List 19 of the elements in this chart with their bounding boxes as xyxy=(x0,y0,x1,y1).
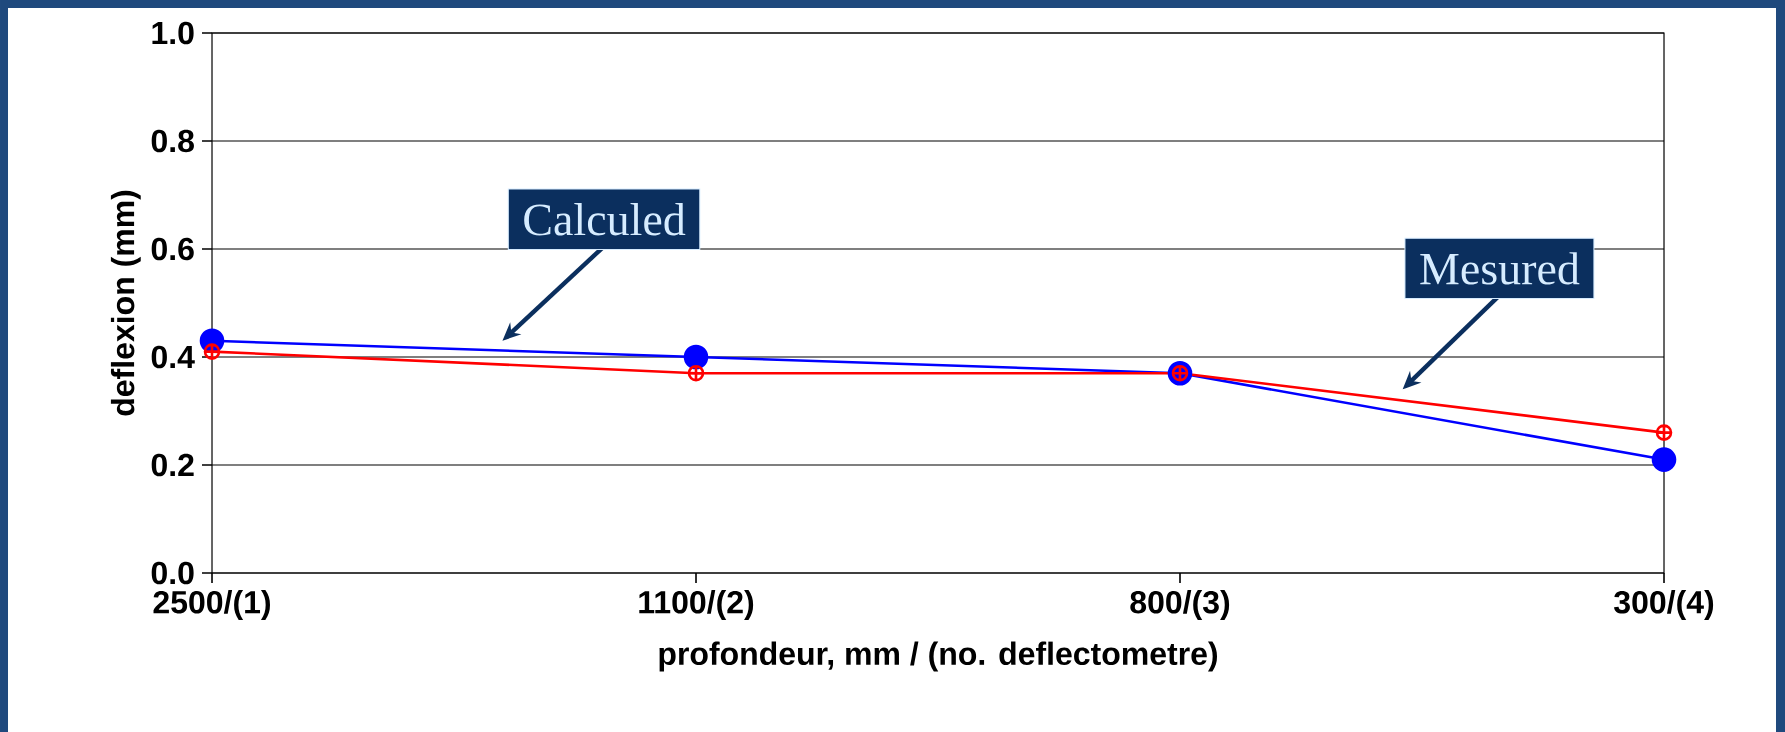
x-axis-title: profondeur, mm / (no. deflectometre) xyxy=(659,641,1218,672)
y-tick-label: 0.2 xyxy=(151,453,194,477)
x-tick-label: 300/(4) xyxy=(1614,590,1714,620)
x-tick-label: 800/(3) xyxy=(1130,590,1230,620)
point xyxy=(1655,424,1673,441)
point xyxy=(1651,447,1677,472)
x-tick-label: 2500/(1) xyxy=(153,590,270,620)
text: Calculed xyxy=(524,203,686,236)
y-axis-title: deflexion (mm) xyxy=(110,190,141,416)
y-tick-label: 0.6 xyxy=(151,237,194,261)
text: Mesured xyxy=(1420,252,1580,285)
y-tick-label: 0.4 xyxy=(151,345,195,369)
point xyxy=(203,343,221,360)
y-tick-label: 1.0 xyxy=(152,21,194,45)
point xyxy=(683,344,709,370)
y-tick-label: 0.8 xyxy=(151,129,194,153)
x-tick-label: 1100/(2) xyxy=(639,590,754,620)
point xyxy=(687,364,705,382)
y-tick-label: 0.0 xyxy=(151,561,194,585)
